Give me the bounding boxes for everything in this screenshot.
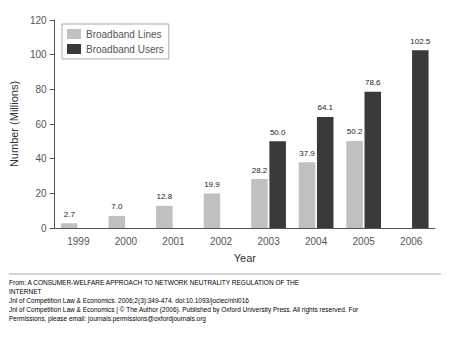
svg-text:60: 60 xyxy=(35,119,47,130)
svg-text:20: 20 xyxy=(35,188,47,199)
svg-text:From: A CONSUMER-WELFARE APPRO: From: A CONSUMER-WELFARE APPROACH TO NET… xyxy=(9,279,300,286)
svg-text:12.8: 12.8 xyxy=(157,192,173,201)
svg-text:1999: 1999 xyxy=(67,236,90,247)
svg-text:2001: 2001 xyxy=(162,236,185,247)
svg-text:102.5: 102.5 xyxy=(410,37,431,46)
svg-text:INTERNET: INTERNET xyxy=(9,288,42,295)
svg-text:Broadband Users: Broadband Users xyxy=(86,44,164,55)
svg-text:Jnl of Competition Law & Econo: Jnl of Competition Law & Economics | © T… xyxy=(9,306,359,314)
svg-text:80: 80 xyxy=(35,84,47,95)
svg-text:2004: 2004 xyxy=(305,236,328,247)
svg-text:Broadband Lines: Broadband Lines xyxy=(86,29,162,40)
svg-text:Jnl of Competition Law & Econo: Jnl of Competition Law & Economics. 2006… xyxy=(9,297,249,305)
svg-text:Number (Millions): Number (Millions) xyxy=(8,81,20,167)
svg-text:2.7: 2.7 xyxy=(64,210,76,219)
svg-text:40: 40 xyxy=(35,153,47,164)
svg-text:7.0: 7.0 xyxy=(111,202,123,211)
svg-text:Permissions, please email: jou: Permissions, please email: journals.perm… xyxy=(9,315,206,323)
svg-text:37.9: 37.9 xyxy=(299,149,315,158)
svg-text:0: 0 xyxy=(41,223,47,234)
svg-text:2002: 2002 xyxy=(210,236,233,247)
svg-text:50.2: 50.2 xyxy=(347,127,363,136)
svg-text:64.1: 64.1 xyxy=(317,103,333,112)
svg-text:120: 120 xyxy=(30,15,47,26)
svg-text:2003: 2003 xyxy=(257,236,280,247)
svg-text:78.6: 78.6 xyxy=(365,78,381,87)
svg-text:2006: 2006 xyxy=(400,236,423,247)
svg-text:2005: 2005 xyxy=(353,236,376,247)
svg-text:19.9: 19.9 xyxy=(204,180,220,189)
svg-text:50.0: 50.0 xyxy=(270,128,286,137)
svg-text:Year: Year xyxy=(234,252,257,264)
svg-text:2000: 2000 xyxy=(115,236,138,247)
svg-text:28.2: 28.2 xyxy=(252,166,268,175)
svg-text:100: 100 xyxy=(30,49,47,60)
